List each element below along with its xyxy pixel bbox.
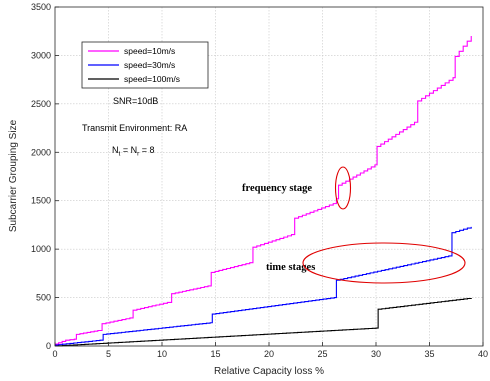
x-tick-label: 10 bbox=[157, 349, 167, 359]
x-tick-label: 5 bbox=[106, 349, 111, 359]
y-tick-label: 2000 bbox=[31, 147, 51, 157]
x-tick-label: 25 bbox=[317, 349, 327, 359]
antenna-annotation: Nt = Nr = 8 bbox=[112, 145, 155, 158]
antenna-eq: = N bbox=[120, 145, 137, 155]
time-stages-label: time stages bbox=[266, 262, 315, 273]
y-tick-label: 3500 bbox=[31, 2, 51, 12]
antenna-nr-sub: r bbox=[137, 151, 140, 158]
series-layer bbox=[55, 36, 472, 347]
y-tick-label: 0 bbox=[46, 341, 51, 351]
y-tick-label: 500 bbox=[36, 293, 51, 303]
legend-label-2: speed=100m/s bbox=[124, 74, 180, 84]
antenna-nt-sub: t bbox=[119, 151, 121, 158]
x-tick-label: 40 bbox=[478, 349, 488, 359]
snr-annotation: SNR=10dB bbox=[113, 96, 158, 106]
environment-annotation: Transmit Environment: RA bbox=[82, 123, 187, 133]
frequency-stage-label: frequency stage bbox=[242, 183, 312, 194]
antenna-value: = 8 bbox=[139, 145, 154, 155]
y-tick-label: 1000 bbox=[31, 244, 51, 254]
x-tick-label: 30 bbox=[371, 349, 381, 359]
series-line-1 bbox=[55, 226, 472, 346]
time-stages-ellipse bbox=[302, 242, 466, 284]
legend-label-0: speed=10m/s bbox=[124, 46, 175, 56]
x-tick-label: 35 bbox=[424, 349, 434, 359]
ticks: 0 5 10 15 20 25 30 35 40 0 500 1000 1500 2000 2500 3000… bbox=[31, 2, 488, 359]
legend-label-1: speed=30m/s bbox=[124, 60, 175, 70]
y-axis-label: Subcarrier Grouping Size bbox=[8, 119, 19, 232]
x-tick-label: 0 bbox=[52, 349, 57, 359]
y-tick-label: 3000 bbox=[31, 50, 51, 60]
series-line-0 bbox=[55, 36, 472, 345]
x-tick-label: 20 bbox=[264, 349, 274, 359]
x-axis-label: Relative Capacity loss % bbox=[214, 366, 324, 377]
x-tick-label: 15 bbox=[210, 349, 220, 359]
series-line-2 bbox=[55, 297, 472, 347]
grid bbox=[55, 7, 483, 346]
frequency-stage-ellipse bbox=[334, 166, 352, 210]
y-tick-label: 1500 bbox=[31, 196, 51, 206]
legend: speed=10m/s speed=30m/s speed=100m/s bbox=[81, 41, 209, 89]
y-tick-label: 2500 bbox=[31, 99, 51, 109]
antenna-nt: N bbox=[112, 145, 119, 155]
